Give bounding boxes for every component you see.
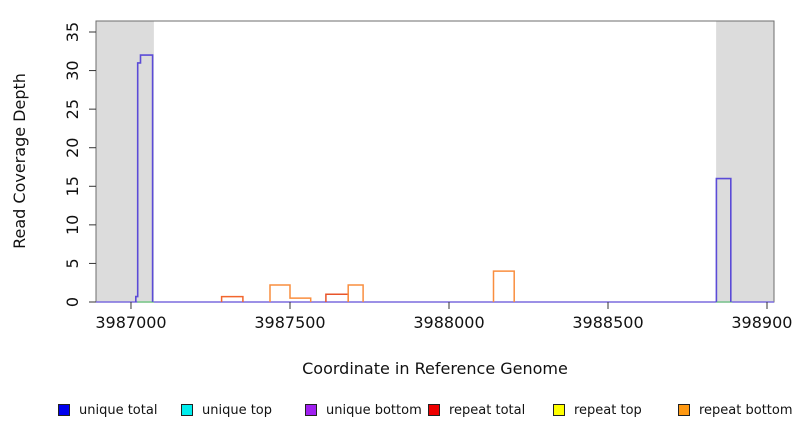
unique-peak-left-line <box>135 54 154 302</box>
legend-label: unique top <box>202 402 273 418</box>
y-axis: 0 5 10 15 20 25 30 35 <box>63 22 96 307</box>
y-tick-label: 30 <box>63 60 82 80</box>
legend-label: repeat top <box>574 402 642 418</box>
legend-item-unique-total: unique total <box>58 402 158 418</box>
shaded-flank-regions <box>96 21 774 302</box>
repeat-peak-3-orange-line <box>347 284 364 302</box>
repeat-peak-1-line <box>220 295 244 302</box>
legend-item-repeat-total: repeat total <box>428 402 526 418</box>
unique-total-swatch-icon <box>58 404 70 416</box>
x-tick-label: 3988000 <box>413 313 484 332</box>
y-tick-label: 35 <box>63 22 82 42</box>
y-tick-label: 15 <box>63 176 82 196</box>
legend-label: repeat bottom <box>699 402 792 418</box>
repeat-bottom-swatch-icon <box>678 404 690 416</box>
repeat-top-swatch-icon <box>553 404 565 416</box>
legend-label: unique total <box>79 402 158 418</box>
coverage-series <box>96 54 774 303</box>
legend-label: repeat total <box>449 402 526 418</box>
right-flank-region <box>716 21 774 302</box>
x-tick-label: 3988500 <box>572 313 643 332</box>
y-tick-label: 20 <box>63 138 82 158</box>
unique-peak-right-line <box>715 177 732 302</box>
repeat-peak-3-red-line <box>325 293 349 302</box>
y-tick-label: 0 <box>63 297 82 307</box>
unique-top-swatch-icon <box>181 404 193 416</box>
y-tick-label: 25 <box>63 99 82 119</box>
repeat-total-swatch-icon <box>428 404 440 416</box>
y-tick-label: 10 <box>63 215 82 235</box>
legend-item-repeat-top: repeat top <box>553 402 642 418</box>
left-flank-region <box>96 21 154 302</box>
legend-label: unique bottom <box>326 402 422 418</box>
y-tick-label: 5 <box>63 258 82 268</box>
legend-item-unique-top: unique top <box>181 402 273 418</box>
x-axis-title: Coordinate in Reference Genome <box>302 359 568 378</box>
x-tick-label: 3987000 <box>95 313 166 332</box>
x-tick-label: 3987500 <box>254 313 325 332</box>
legend-item-repeat-bottom: repeat bottom <box>678 402 792 418</box>
repeat-peak-4-line <box>492 270 515 302</box>
repeat-peak-2-line <box>269 284 312 302</box>
y-axis-title: Read Coverage Depth <box>10 73 29 249</box>
unique-bottom-swatch-icon <box>305 404 317 416</box>
plot-border <box>95 20 775 303</box>
legend-item-unique-bottom: unique bottom <box>305 402 422 418</box>
